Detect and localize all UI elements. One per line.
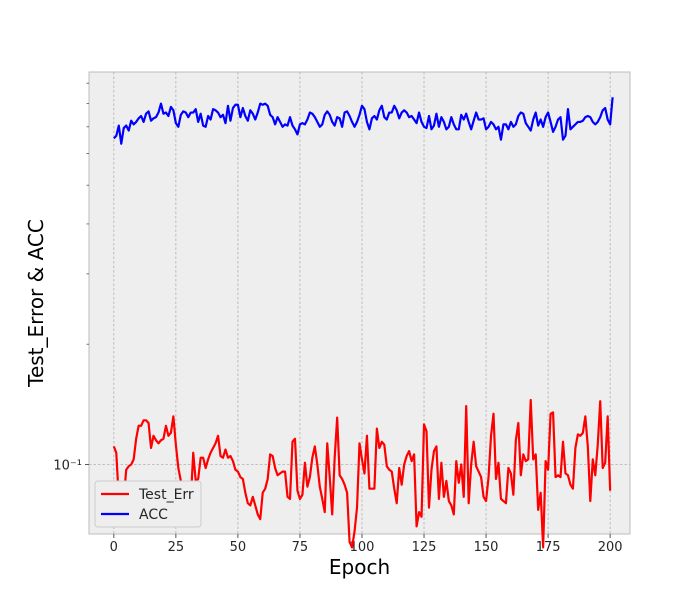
- x-tick-label: 50: [230, 540, 247, 555]
- legend-label: ACC: [139, 507, 168, 523]
- x-axis-ticks: 0 25 50 75 100 125 150 175 200: [110, 534, 623, 555]
- legend: Test_Err ACC: [94, 480, 202, 528]
- x-tick-label: 25: [168, 540, 185, 555]
- series-line-test-err: [112, 398, 612, 549]
- x-tick-label: 150: [474, 540, 499, 555]
- y-minor-ticks: [86, 82, 89, 345]
- y-tick-label: 10⁻¹: [53, 459, 82, 474]
- x-tick-label: 175: [536, 540, 561, 555]
- x-tick-label: 100: [350, 540, 375, 555]
- legend-label: Test_Err: [138, 487, 194, 503]
- y-axis-ticks: 10⁻¹: [53, 459, 89, 474]
- legend-box: [94, 480, 202, 528]
- series-lines: [112, 97, 614, 549]
- series-line-acc: [113, 97, 614, 145]
- x-axis-label: Epoch: [329, 555, 390, 579]
- x-tick-label: 0: [110, 540, 118, 555]
- x-tick-label: 75: [292, 540, 309, 555]
- x-tick-label: 125: [412, 540, 437, 555]
- x-tick-label: 200: [598, 540, 623, 555]
- y-axis-label: Test_Error & ACC: [24, 219, 48, 388]
